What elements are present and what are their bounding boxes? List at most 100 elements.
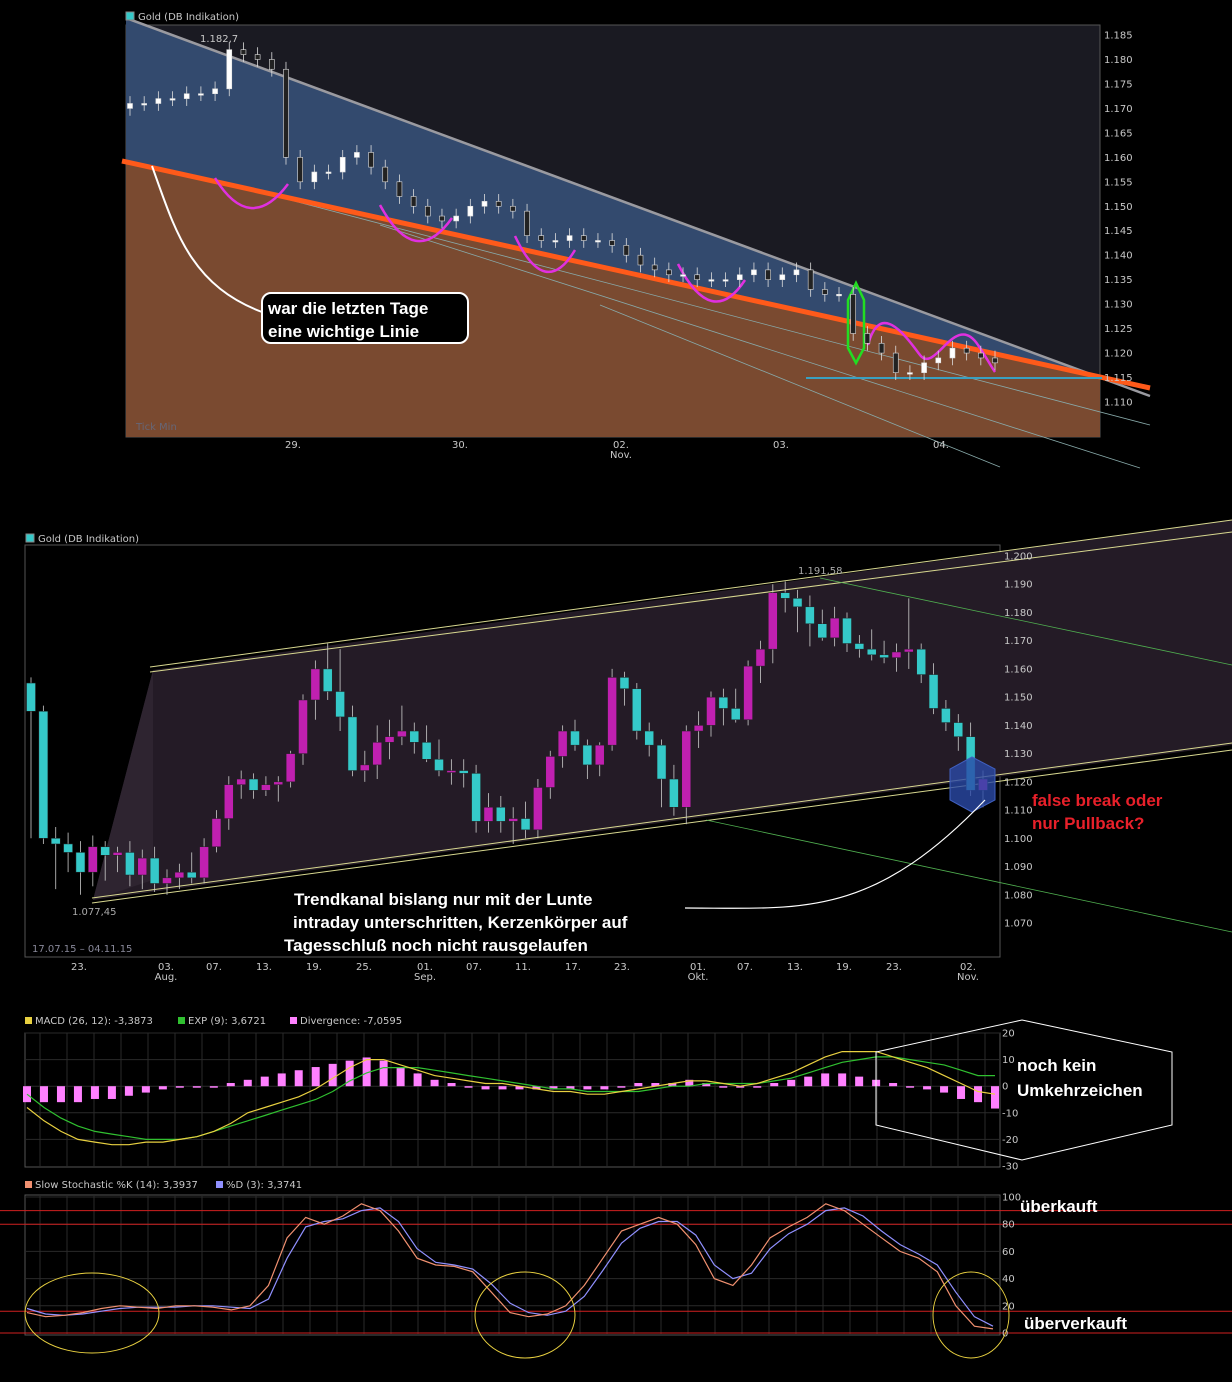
daily-x-tick-label: 07.	[206, 962, 222, 973]
trendkanal-text-1: Trendkanal bislang nur mit der Lunte	[294, 890, 593, 909]
macd-divergence-bar	[56, 1086, 65, 1103]
macd-divergence-bar	[634, 1083, 643, 1087]
daily-candle-body	[347, 716, 358, 771]
channel-lower-line-2	[91, 749, 1232, 904]
divergence-legend-swatch	[290, 1017, 297, 1024]
macd-y-tick-label: 10	[1002, 1055, 1015, 1066]
daily-low-label: 1.077,45	[72, 907, 117, 918]
daily-candle-body	[137, 857, 148, 876]
macd-divergence-bar	[736, 1086, 745, 1088]
oversold-text: überverkauft	[1024, 1314, 1127, 1333]
daily-y-tick-label: 1.100	[1004, 834, 1033, 845]
daily-x-tick-label: 23.	[886, 962, 902, 973]
intraday-candle-body	[580, 235, 587, 241]
macd-divergence-bar	[379, 1060, 388, 1087]
daily-x-tick-label: 02.	[960, 962, 976, 973]
intraday-x-tick-sublabel: Nov.	[610, 450, 632, 461]
daily-chart: false break oder nur Pullback? Trendkana…	[24, 519, 1232, 983]
intraday-candle-body	[892, 352, 899, 373]
divergence-legend: Divergence: -7,0595	[300, 1016, 402, 1027]
daily-candle-body	[829, 617, 840, 639]
intraday-candle-body	[864, 333, 871, 344]
intraday-candle-body	[609, 240, 615, 246]
daily-candle-body	[261, 784, 271, 791]
daily-candle-body	[854, 643, 865, 650]
macd-divergence-bar	[974, 1086, 983, 1103]
daily-candle-body	[335, 691, 345, 718]
intraday-candle-body	[339, 157, 346, 173]
daily-candle-body	[186, 871, 197, 879]
daily-y-tick-label: 1.200	[1004, 552, 1033, 563]
intraday-y-tick-label: 1.185	[1104, 31, 1133, 42]
daily-y-tick-label: 1.180	[1004, 608, 1033, 619]
macd-y-axis: 20 10 0 -10 -20 -30	[1002, 1029, 1018, 1173]
macd-divergence-bar	[23, 1086, 31, 1103]
daily-candle-body	[916, 648, 926, 675]
intraday-candle-body	[240, 49, 247, 55]
macd-panel: MACD (26, 12): -3,3873 EXP (9): 3,6721 D…	[23, 1016, 1173, 1173]
daily-candle-body	[236, 778, 246, 785]
intraday-candle-body	[651, 264, 658, 271]
daily-candle-body	[211, 818, 222, 848]
intraday-candle-body	[637, 254, 644, 266]
daily-y-tick-label: 1.190	[1004, 580, 1033, 591]
macd-divergence-bar	[141, 1086, 150, 1093]
intraday-candle-body	[368, 152, 374, 168]
daily-candle-body	[496, 807, 506, 822]
callout-box	[261, 292, 469, 344]
intraday-candle-body	[495, 201, 502, 207]
daily-y-axis: 1.200 1.190 1.180 1.170 1.160 1.150 1.140 1.130…	[1004, 552, 1033, 930]
daily-candle-body	[360, 764, 370, 771]
daily-candle-body	[669, 778, 679, 808]
stoch-y-tick-label: 80	[1002, 1220, 1015, 1231]
intraday-candle-body	[538, 235, 545, 241]
callout-curve	[151, 165, 263, 313]
intraday-candle-body	[510, 205, 516, 212]
macd-y-tick-label: -30	[1002, 1162, 1018, 1173]
intraday-high-label: 1.182,7	[200, 34, 238, 45]
channel-lower-line	[91, 742, 1232, 899]
daily-candle-body	[125, 852, 135, 876]
intraday-candle-body	[453, 215, 459, 222]
oversold-ellipse-1	[24, 1272, 160, 1354]
macd-y-tick-label: -20	[1002, 1135, 1018, 1146]
daily-candle-body	[842, 617, 852, 644]
intraday-y-tick-label: 1.175	[1104, 79, 1133, 90]
macd-divergence-bar	[821, 1073, 830, 1087]
channel-upper-line-2	[149, 531, 1232, 673]
macd-divergence-bar	[294, 1070, 303, 1087]
daily-x-tick-label: 07.	[737, 962, 753, 973]
daily-candle-body	[88, 846, 98, 873]
legend-swatch-2	[25, 533, 35, 543]
green-support-line	[705, 819, 1232, 933]
daily-candle-body	[755, 648, 766, 667]
intraday-candle-body	[694, 274, 701, 280]
daily-candle-body	[273, 781, 284, 785]
macd-divergence-bar	[260, 1076, 269, 1087]
intraday-candle-body	[963, 347, 970, 354]
stoch-d-legend: %D (3): 3,3741	[226, 1180, 302, 1191]
daily-x-tick-sublabel: Sep.	[414, 972, 436, 983]
daily-y-tick-label: 1.120	[1004, 777, 1033, 788]
daily-candle-body	[372, 742, 382, 766]
daily-y-tick-label: 1.170	[1004, 636, 1033, 647]
macd-divergence-bar	[481, 1086, 490, 1090]
daily-candle-body	[298, 699, 308, 754]
macd-divergence-bar	[515, 1086, 524, 1090]
daily-candle-body	[458, 770, 469, 774]
daily-candle-body	[768, 592, 778, 650]
macd-divergence-bar	[175, 1086, 184, 1088]
intraday-y-tick-label: 1.155	[1104, 177, 1133, 188]
daily-x-tick-label: 01.	[417, 962, 433, 973]
daily-candle-body	[112, 852, 123, 856]
support-area	[126, 160, 1100, 437]
daily-candle-body	[38, 711, 49, 839]
intraday-y-tick-label: 1.180	[1104, 55, 1133, 66]
stoch-d-legend-swatch	[216, 1181, 223, 1188]
green-resistance-line	[819, 577, 1232, 666]
daily-candle-body	[545, 756, 556, 788]
intraday-candle-body	[226, 49, 233, 90]
macd-divergence-bar	[668, 1083, 677, 1087]
daily-candle-body	[866, 648, 877, 656]
intraday-y-tick-label: 1.110	[1104, 398, 1133, 409]
